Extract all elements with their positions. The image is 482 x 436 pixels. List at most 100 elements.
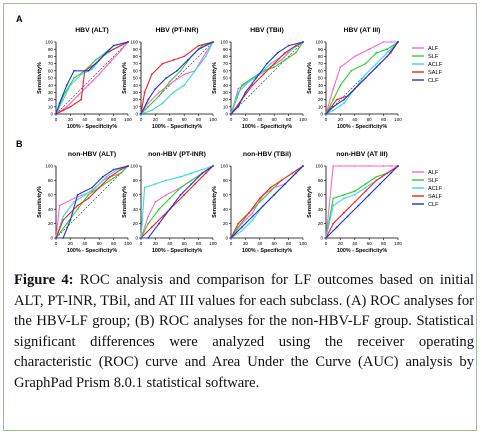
y-tick-label: 80: [318, 178, 324, 183]
roc-point-slf: [273, 66, 276, 69]
x-tick-label: 100: [394, 117, 402, 122]
roc-point-clf: [397, 165, 399, 167]
y-tick-label: 90: [318, 47, 324, 52]
roc-point-salf: [248, 211, 250, 214]
roc-point-clf: [386, 55, 389, 58]
roc-point-slf: [332, 98, 335, 101]
legend-entry: CLF: [428, 78, 439, 84]
roc-point-slf: [375, 51, 378, 54]
roc-curve-salf: [140, 41, 214, 115]
y-tick-label: 40: [48, 207, 54, 212]
roc-point-clf: [190, 183, 193, 185]
x-tick-label: 60: [272, 117, 278, 122]
roc-point-aclf: [62, 215, 65, 218]
roc-point-slf: [168, 80, 171, 83]
legend-entry: ALF: [428, 170, 439, 176]
roc-point-clf: [55, 237, 57, 239]
roc-point-salf: [343, 211, 345, 214]
roc-point-clf: [176, 69, 178, 72]
roc-chart-3: HBV (TBil) 0 10 20 30 40 50 60 70 80 90 100 0 20 40 60 8…: [212, 27, 307, 130]
x-axis-label: 100% - Specificity%: [67, 248, 118, 254]
y-tick-label: 0: [225, 112, 228, 117]
roc-point-salf: [161, 215, 164, 218]
roc-point-alf: [154, 201, 157, 203]
roc-point-slf: [147, 105, 150, 108]
x-tick-label: 80: [111, 117, 117, 122]
roc-point-slf: [294, 51, 297, 54]
figure-frame: A B HBV (ALT) 0 10 20 30 40 50 60 70 80 90 100 0 20 40 60…: [3, 3, 477, 431]
roc-point-aclf: [179, 175, 182, 178]
y-tick-label: 70: [223, 61, 229, 66]
x-tick-label: 80: [196, 241, 202, 246]
roc-point-salf: [197, 44, 200, 47]
y-tick-label: 40: [48, 83, 54, 88]
roc-point-slf: [65, 222, 68, 225]
x-tick-label: 0: [325, 241, 328, 246]
roc-point-clf: [294, 172, 297, 175]
roc-point-slf: [179, 69, 182, 72]
y-axis-label: Sensitivity%: [122, 186, 128, 218]
roc-point-alf: [98, 73, 101, 76]
roc-chart-7: non-HBV (TBil) 0 20 40 60 80 100 0 20 40 60 80 100 10…: [212, 151, 307, 254]
roc-point-clf: [325, 237, 327, 239]
x-tick-label: 60: [97, 241, 103, 246]
roc-point-clf: [379, 183, 381, 185]
roc-curve-clf: [56, 165, 129, 239]
roc-point-slf: [76, 208, 79, 211]
y-tick-label: 20: [133, 97, 139, 102]
roc-point-salf: [183, 193, 186, 196]
y-tick-label: 80: [133, 54, 139, 59]
roc-point-aclf: [105, 175, 108, 178]
y-tick-label: 10: [318, 104, 324, 109]
roc-point-aclf: [353, 193, 356, 196]
roc-point-clf: [251, 215, 254, 218]
chart-title: HBV (ALT): [75, 27, 108, 34]
chart-title: non-HBV (PT-INR): [148, 151, 206, 158]
roc-point-alf: [382, 41, 385, 43]
y-tick-label: 0: [225, 236, 228, 241]
roc-point-aclf: [343, 102, 345, 105]
roc-point-salf: [69, 105, 72, 108]
roc-curve-salf: [230, 165, 304, 239]
roc-point-slf: [168, 197, 171, 200]
y-tick-label: 100: [315, 40, 323, 45]
y-tick-label: 0: [320, 112, 323, 117]
x-tick-label: 80: [381, 117, 387, 122]
roc-point-alf: [73, 197, 75, 200]
legend-entry: ALF: [428, 46, 439, 52]
y-tick-label: 60: [133, 68, 139, 73]
x-axis-label: 100% - Specificity%: [152, 248, 203, 254]
y-tick-label: 50: [318, 76, 324, 81]
roc-point-salf: [335, 98, 338, 101]
roc-point-clf: [197, 48, 200, 51]
roc-point-slf: [119, 172, 122, 175]
roc-point-alf: [332, 165, 335, 167]
x-tick-label: 40: [257, 117, 263, 122]
y-tick-label: 20: [48, 97, 54, 102]
panel-label-b: B: [16, 139, 23, 149]
y-tick-label: 80: [133, 178, 139, 183]
y-tick-label: 30: [48, 90, 54, 95]
roc-point-clf: [73, 69, 75, 72]
roc-point-alf: [119, 49, 122, 52]
roc-point-alf: [353, 55, 356, 58]
roc-point-aclf: [183, 84, 186, 87]
roc-point-aclf: [165, 179, 168, 182]
y-tick-label: 20: [48, 221, 54, 226]
y-tick-label: 0: [50, 236, 53, 241]
roc-point-alf: [65, 105, 68, 108]
x-tick-label: 20: [153, 117, 159, 122]
roc-point-clf: [389, 172, 392, 175]
legend-entry: ACLF: [428, 62, 443, 68]
chart-title: non-HBV (TBil): [243, 151, 291, 158]
roc-point-salf: [386, 172, 389, 175]
roc-point-clf: [55, 113, 57, 115]
y-tick-label: 20: [318, 97, 324, 102]
roc-point-clf: [266, 62, 268, 65]
roc-point-alf: [204, 51, 207, 54]
x-axis-label: 100% - Specificity%: [337, 248, 388, 254]
x-tick-label: 20: [68, 117, 74, 122]
chart-title: non-HBV (AT III): [336, 151, 388, 158]
x-tick-label: 100: [209, 117, 217, 122]
x-tick-label: 60: [182, 117, 188, 122]
